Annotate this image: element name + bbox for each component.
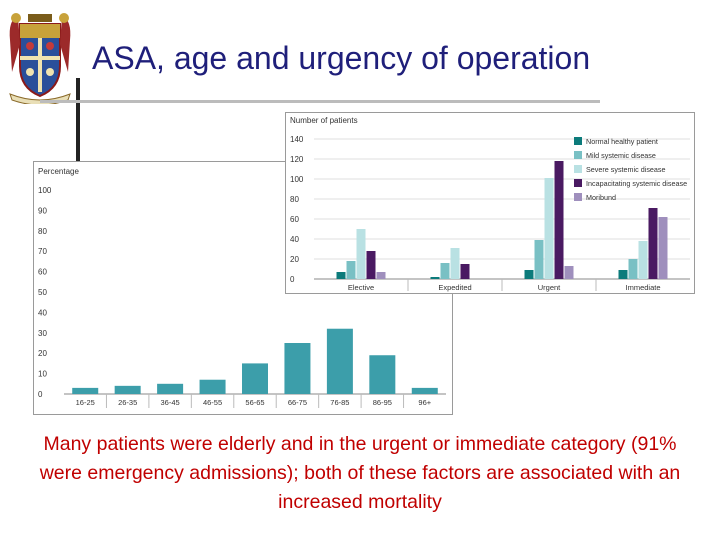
decor-vertical-line	[76, 78, 80, 190]
urgency-chart-svg: Number of patients 0 20 40 60 80 100 120 140 Elec…	[290, 116, 690, 292]
age-bar	[114, 385, 141, 394]
age-y-tick-label: 30	[38, 329, 47, 338]
urgency-chart: Number of patients 0 20 40 60 80 100 120 140 Elec…	[285, 112, 695, 294]
urgency-y-tick-label: 100	[290, 175, 304, 184]
urgency-bar	[356, 229, 366, 279]
age-y-tick-label: 0	[38, 390, 43, 399]
urgency-bar	[564, 266, 574, 279]
urgency-bar	[336, 272, 346, 279]
legend-swatch	[574, 137, 582, 145]
age-y-tick-label: 90	[38, 206, 47, 215]
urgency-bar	[618, 270, 628, 279]
age-x-tick-label: 16-25	[76, 398, 95, 407]
age-bar	[411, 387, 438, 394]
age-y-tick-label: 60	[38, 268, 47, 277]
age-y-tick-label: 40	[38, 308, 47, 317]
urgency-y-tick-label: 140	[290, 135, 304, 144]
urgency-y-axis-label: Number of patients	[290, 116, 358, 125]
urgency-x-tick-label: Urgent	[538, 283, 561, 292]
age-bar	[199, 379, 226, 394]
slide-caption: Many patients were elderly and in the ur…	[39, 433, 681, 513]
age-x-tick-label: 96+	[418, 398, 431, 407]
urgency-bar	[648, 208, 658, 279]
urgency-y-tick-label: 80	[290, 195, 299, 204]
decor-horizontal-line	[40, 100, 600, 103]
urgency-bar	[554, 161, 564, 279]
crest-logo	[9, 13, 71, 104]
legend-label: Incapacitating systemic disease	[586, 179, 687, 188]
legend-swatch	[574, 179, 582, 187]
urgency-y-tick-label: 120	[290, 155, 304, 164]
legend-swatch	[574, 165, 582, 173]
urgency-x-tick-label: Elective	[348, 283, 374, 292]
age-x-tick-label: 46-55	[203, 398, 222, 407]
age-bar	[326, 328, 353, 394]
urgency-y-tick-label: 0	[290, 275, 295, 284]
age-bar	[72, 387, 99, 394]
urgency-x-tick-label: Expedited	[438, 283, 471, 292]
age-x-tick-label: 86-95	[373, 398, 392, 407]
urgency-y-tick-label: 20	[290, 255, 299, 264]
age-x-tick-label: 66-75	[288, 398, 307, 407]
legend-label: Severe systemic disease	[586, 165, 666, 174]
age-y-axis-label: Percentage	[38, 167, 79, 176]
legend-swatch	[574, 151, 582, 159]
urgency-x-tick-label: Immediate	[625, 283, 660, 292]
slide-title: ASA, age and urgency of operation	[92, 40, 591, 76]
urgency-bar	[460, 264, 470, 279]
legend-swatch	[574, 193, 582, 201]
age-x-tick-label: 56-65	[245, 398, 264, 407]
urgency-bar	[534, 240, 544, 279]
urgency-bar	[376, 272, 386, 279]
age-chart-svg: Percentage 0 10 20 30 40 50 60 70 80 90 100 16-25 26-…	[38, 167, 446, 408]
age-y-tick-label: 80	[38, 227, 47, 236]
legend-label: Moribund	[586, 193, 616, 202]
age-y-tick-label: 100	[38, 186, 52, 195]
legend-label: Normal healthy patient	[586, 137, 658, 146]
urgency-bar	[366, 251, 376, 279]
urgency-bar	[440, 263, 450, 279]
legend-label: Mild systemic disease	[586, 151, 656, 160]
age-x-tick-label: 26-35	[118, 398, 137, 407]
age-y-tick-label: 50	[38, 288, 47, 297]
urgency-bar	[346, 261, 356, 279]
age-y-tick-label: 10	[38, 370, 47, 379]
age-bar	[284, 343, 311, 394]
urgency-bar	[544, 178, 554, 279]
age-x-tick-label: 36-45	[161, 398, 180, 407]
urgency-bar	[524, 270, 534, 279]
urgency-bar	[638, 241, 648, 279]
urgency-bar	[430, 277, 440, 279]
age-bar	[369, 355, 396, 394]
urgency-bar	[450, 248, 460, 279]
age-y-tick-label: 20	[38, 349, 47, 358]
urgency-y-tick-label: 60	[290, 215, 299, 224]
urgency-y-tick-label: 40	[290, 235, 299, 244]
age-y-tick-label: 70	[38, 247, 47, 256]
urgency-bar	[628, 259, 638, 279]
age-x-tick-label: 76-85	[330, 398, 349, 407]
age-bar	[157, 383, 184, 394]
urgency-bar	[658, 217, 668, 279]
age-bar	[242, 363, 268, 394]
